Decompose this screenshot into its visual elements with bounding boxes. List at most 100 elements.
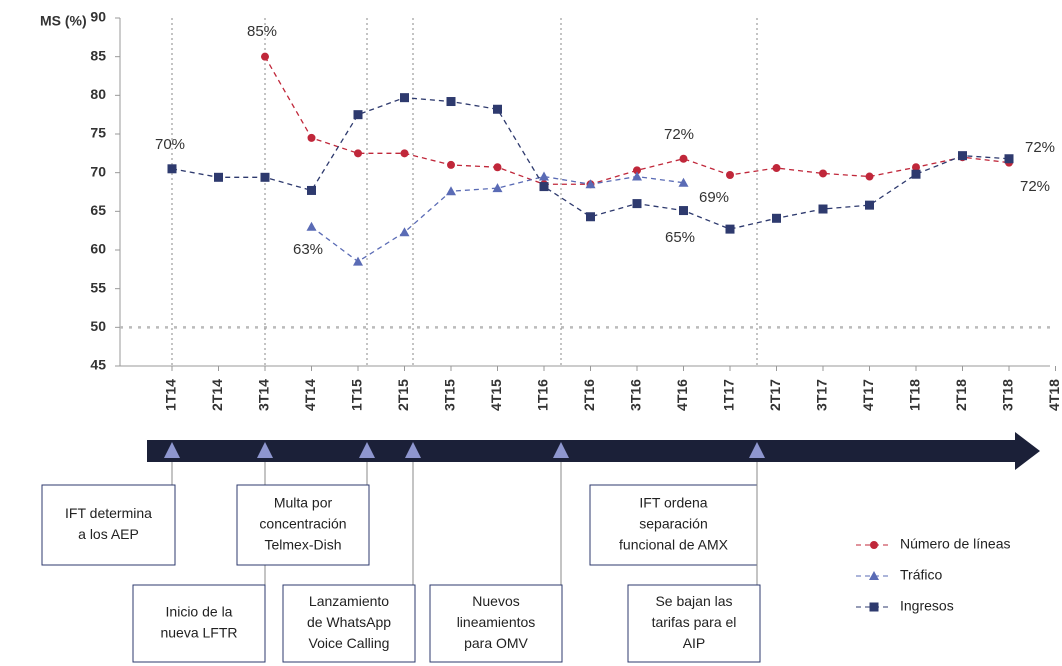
y-axis-label: MS (%)	[40, 13, 87, 29]
event-box	[236, 484, 370, 566]
point	[772, 213, 781, 223]
timeline-marker	[164, 442, 180, 458]
point	[632, 171, 642, 181]
annotation: 72%	[1025, 139, 1055, 156]
point	[585, 179, 596, 189]
series-line	[264, 56, 1010, 185]
event-text: funcional de AMX	[619, 537, 729, 553]
series-line	[171, 96, 1010, 230]
point	[214, 172, 223, 182]
x-tick-label: 3T16	[628, 379, 644, 411]
event-text: Telmex-Dish	[264, 537, 341, 553]
timeline-marker	[257, 442, 273, 458]
y-tick-label: 60	[90, 241, 106, 257]
x-tick-label: 1T14	[163, 379, 179, 411]
point	[446, 186, 456, 196]
x-tick-label: 2T15	[395, 379, 411, 411]
y-tick-label: 50	[90, 318, 106, 334]
point	[353, 110, 363, 120]
x-tick-label: 1T17	[721, 379, 737, 411]
annotation: 65%	[665, 229, 695, 246]
legend-label: Ingresos	[900, 598, 954, 614]
x-tick-label: 1T18	[907, 379, 923, 411]
x-tick-label: 4T18	[1046, 379, 1062, 411]
point	[261, 52, 269, 61]
point	[307, 185, 316, 195]
point	[354, 149, 362, 158]
x-tick-label: 1T15	[349, 379, 365, 411]
x-tick-label: 2T18	[953, 379, 969, 411]
point	[725, 224, 735, 234]
x-tick-label: 4T17	[860, 379, 876, 411]
event-text: a los AEP	[78, 526, 139, 542]
x-tick-label: 3T14	[256, 379, 272, 411]
point	[678, 177, 689, 187]
event-text: Lanzamiento	[309, 593, 389, 609]
point	[865, 172, 874, 181]
x-tick-label: 2T14	[209, 379, 225, 411]
point	[260, 172, 270, 182]
event-text: IFT determina	[65, 505, 152, 521]
point	[870, 541, 878, 549]
annotation: 63%	[293, 241, 323, 258]
event-text: Nuevos	[472, 593, 519, 609]
x-tick-label: 2T16	[581, 379, 597, 411]
point	[493, 163, 502, 172]
y-tick-label: 90	[90, 9, 106, 25]
point	[539, 171, 549, 181]
legend-label: Número de líneas	[900, 536, 1011, 552]
point	[633, 166, 641, 175]
point	[539, 182, 549, 192]
point	[446, 97, 456, 107]
annotation: 70%	[155, 136, 185, 153]
event-box	[41, 484, 176, 566]
point	[307, 133, 316, 142]
point	[818, 204, 828, 214]
x-tick-label: 4T16	[674, 379, 690, 411]
annotation: 85%	[247, 23, 277, 40]
point	[493, 104, 502, 114]
event-text: IFT ordena	[639, 495, 707, 511]
point	[911, 169, 921, 179]
timeline-arrow	[1015, 432, 1040, 470]
point	[447, 160, 455, 169]
x-tick-label: 2T17	[767, 379, 783, 411]
series-line	[311, 175, 684, 263]
point	[306, 221, 317, 231]
point	[819, 169, 827, 178]
event-text: Inicio de la	[166, 604, 233, 620]
point	[1004, 154, 1014, 164]
timeline-marker	[359, 442, 375, 458]
point	[865, 200, 874, 210]
point	[167, 164, 177, 174]
timeline-marker	[553, 442, 569, 458]
event-text: de WhatsApp	[307, 614, 391, 630]
timeline	[147, 440, 1017, 462]
annotation: 72%	[1020, 178, 1050, 195]
event-text: Voice Calling	[309, 635, 390, 651]
event-text: lineamientos	[457, 614, 536, 630]
event-box	[589, 484, 758, 566]
timeline-marker	[405, 442, 421, 458]
x-tick-label: 4T15	[488, 379, 504, 411]
event-text: para OMV	[464, 635, 528, 651]
event-text: AIP	[683, 635, 706, 651]
event-text: tarifas para el	[652, 614, 737, 630]
y-tick-label: 85	[90, 47, 106, 63]
point	[400, 93, 409, 103]
event-box	[282, 584, 416, 663]
y-tick-label: 45	[90, 357, 106, 373]
point	[772, 164, 781, 173]
event-box	[627, 584, 761, 663]
x-tick-label: 3T18	[1000, 379, 1016, 411]
event-text: concentración	[259, 516, 346, 532]
point	[869, 571, 879, 580]
annotation: 72%	[664, 126, 694, 143]
event-text: Multa por	[274, 495, 333, 511]
point	[869, 602, 879, 612]
y-tick-label: 70	[90, 163, 106, 179]
point	[912, 163, 920, 172]
x-tick-label: 3T17	[814, 379, 830, 411]
event-text: nueva LFTR	[160, 625, 237, 641]
